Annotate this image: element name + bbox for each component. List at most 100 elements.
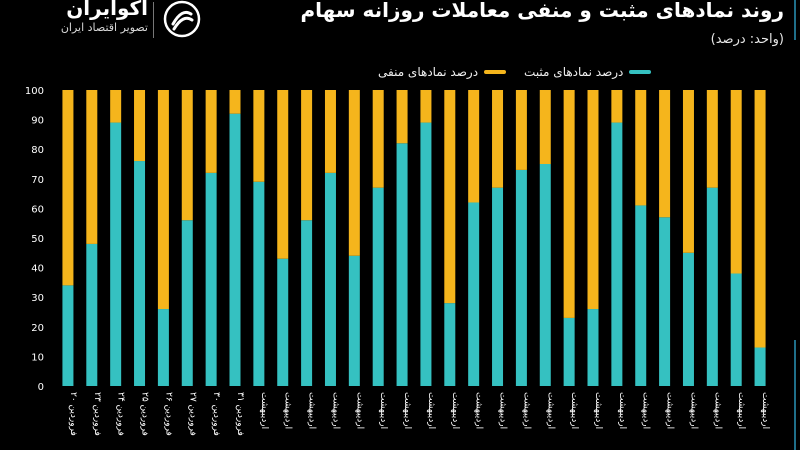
bar-negative [468, 90, 480, 203]
y-tick-label: 40 [31, 264, 44, 275]
x-tick-label: اردیبهشت [569, 392, 579, 429]
bar-positive [611, 122, 623, 386]
bar-negative [324, 90, 336, 173]
x-tick-label: اردیبهشت [688, 392, 698, 429]
bar-negative [110, 90, 122, 123]
bar-positive [539, 164, 551, 386]
bar-negative [301, 90, 313, 221]
bar-negative [181, 90, 193, 221]
x-tick-label: اردیبهشت [498, 392, 508, 429]
bar-positive [754, 347, 766, 386]
bar-positive [659, 217, 671, 386]
legend-label-negative: درصد نمادهای منفی [378, 65, 479, 79]
chart-legend: درصد نمادهای مثبت درصد نمادهای منفی [360, 62, 780, 82]
x-tick-label: اردیبهشت [426, 392, 436, 429]
y-tick-label: 50 [31, 234, 44, 245]
legend-swatch-negative [484, 70, 507, 74]
bar-negative [86, 90, 98, 244]
bar-positive [324, 172, 336, 386]
bar-negative [205, 90, 217, 173]
x-tick-label: فروردین ۲۴ [116, 392, 126, 436]
bar-positive [229, 113, 241, 387]
x-tick-label: فروردین ۲۳ [92, 392, 102, 436]
legend-item-positive: درصد نمادهای مثبت [524, 65, 652, 79]
x-tick-label: فروردین ۳۱ [235, 392, 245, 436]
bar-positive [372, 187, 384, 386]
bar-positive [86, 243, 98, 386]
y-tick-label: 100 [25, 86, 44, 97]
x-tick-label: فروردین ۲۶ [163, 392, 173, 436]
bar-positive [157, 309, 169, 386]
bar-positive [277, 258, 289, 386]
y-tick-label: 10 [31, 352, 44, 363]
bar-negative [515, 90, 527, 170]
x-tick-label: اردیبهشت [760, 392, 770, 429]
x-tick-label: اردیبهشت [450, 392, 460, 429]
y-tick-label: 0 [38, 382, 44, 393]
y-tick-label: 30 [31, 293, 44, 304]
legend-label-positive: درصد نمادهای مثبت [524, 65, 624, 79]
decorative-line [794, 0, 796, 40]
bar-positive [348, 255, 360, 386]
bar-positive [205, 172, 217, 386]
bar-negative [253, 90, 265, 182]
bar-positive [587, 309, 599, 386]
bar-positive [563, 317, 575, 386]
bar-negative [587, 90, 599, 310]
bar-negative [706, 90, 718, 188]
bar-negative [635, 90, 647, 206]
legend-swatch-positive [629, 70, 652, 74]
x-tick-label: اردیبهشت [665, 392, 675, 429]
x-tick-label: فروردین ۲۵ [140, 392, 150, 436]
y-tick-label: 20 [31, 323, 44, 334]
bar-negative [492, 90, 504, 188]
brand-name: اکوایران [66, 0, 148, 20]
x-tick-label: اردیبهشت [307, 392, 317, 429]
x-tick-label: اردیبهشت [474, 392, 484, 429]
brand-logo: اکوایران تصویر اقتصاد ایران [18, 0, 218, 44]
bar-positive [134, 161, 146, 386]
bar-negative [229, 90, 241, 114]
chart-title: روند نمادهای مثبت و منفی معاملات روزانه … [300, 0, 784, 22]
x-tick-label: اردیبهشت [617, 392, 627, 429]
bar-negative [396, 90, 408, 144]
x-tick-label: اردیبهشت [378, 392, 388, 429]
legend-item-negative: درصد نمادهای منفی [378, 65, 507, 79]
brand-tagline: تصویر اقتصاد ایران [60, 21, 148, 34]
x-tick-label: اردیبهشت [259, 392, 269, 429]
bar-negative [277, 90, 289, 259]
y-tick-label: 80 [31, 145, 44, 156]
x-tick-label: اردیبهشت [593, 392, 603, 429]
x-tick-label: فروردین ۲۰ [68, 392, 78, 436]
bar-negative [682, 90, 694, 253]
bar-negative [659, 90, 671, 218]
bar-positive [706, 187, 718, 386]
bar-negative [539, 90, 551, 164]
bar-positive [468, 202, 480, 386]
x-tick-label: اردیبهشت [283, 392, 293, 429]
bar-positive [62, 285, 74, 386]
bar-negative [730, 90, 742, 274]
x-tick-label: اردیبهشت [402, 392, 412, 429]
bar-negative [611, 90, 623, 123]
bar-positive [420, 122, 432, 386]
decorative-line [794, 340, 796, 450]
bar-negative [420, 90, 432, 123]
logo-divider [153, 2, 154, 38]
chart-subtitle: (واحد: درصد) [710, 32, 784, 47]
bar-negative [62, 90, 74, 286]
x-tick-label: فروردین ۲۷ [187, 392, 197, 436]
y-tick-label: 60 [31, 204, 44, 215]
bar-negative [348, 90, 360, 256]
bar-negative [372, 90, 384, 188]
bar-negative [563, 90, 575, 318]
bar-positive [730, 273, 742, 386]
logo-mark-icon [163, 0, 201, 38]
x-tick-label: فروردین ۳۰ [211, 392, 221, 436]
x-tick-label: اردیبهشت [521, 392, 531, 429]
bar-negative [134, 90, 146, 162]
x-tick-label: اردیبهشت [712, 392, 722, 429]
bar-positive [515, 169, 527, 386]
bar-positive [492, 187, 504, 386]
